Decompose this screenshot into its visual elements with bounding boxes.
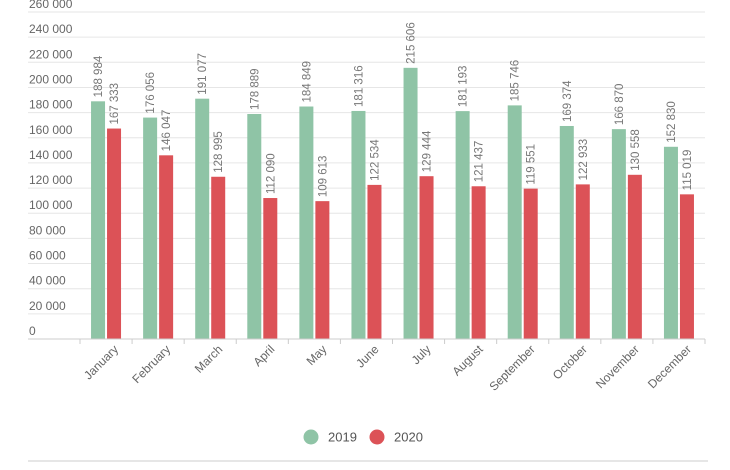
y-tick-label: 60 000 <box>29 249 66 263</box>
grid-lines <box>28 11 705 340</box>
data-label: 128 995 <box>213 131 225 173</box>
legend-marker-2020[interactable] <box>369 429 385 445</box>
bar-2020-february <box>159 155 174 339</box>
x-axis <box>28 338 706 344</box>
bar-2020-january <box>107 128 122 339</box>
data-label: 122 534 <box>369 139 381 181</box>
y-tick-label: 40 000 <box>29 274 66 288</box>
y-tick-label: 240 000 <box>29 22 73 36</box>
bar-2019-december <box>663 146 678 339</box>
y-tick-label: 140 000 <box>29 148 73 162</box>
data-label: 115 019 <box>682 150 694 191</box>
bar-2020-april <box>263 198 278 339</box>
data-label: 176 056 <box>145 72 157 114</box>
data-label: 121 437 <box>474 141 486 183</box>
bar-2019-january <box>91 101 106 339</box>
bar-2019-november <box>611 129 626 339</box>
data-label: 215 606 <box>406 22 418 64</box>
y-tick-label: 160 000 <box>29 123 73 137</box>
bar-2019-february <box>143 117 158 340</box>
data-label: 112 090 <box>265 153 277 194</box>
x-tick-label: December <box>645 342 694 391</box>
bar-2019-september <box>507 105 522 339</box>
data-label: 178 889 <box>249 68 261 110</box>
bar-2020-december <box>679 194 694 339</box>
bar-2020-october <box>575 184 590 339</box>
bar-2019-may <box>299 106 314 339</box>
y-tick-label: 180 000 <box>29 98 73 112</box>
bar-2020-november <box>627 174 642 339</box>
bar-2020-may <box>315 201 330 339</box>
y-tick-label: 200 000 <box>29 72 73 86</box>
x-tick-label: January <box>81 342 121 382</box>
bar-2019-july <box>403 67 418 340</box>
bar-2020-march <box>211 176 226 339</box>
legend: 2019 2020 <box>28 429 708 462</box>
y-tick-label: 120 000 <box>29 173 73 187</box>
x-tick-label: May <box>304 342 330 368</box>
x-tick-label: September <box>486 342 537 393</box>
data-label: 181 193 <box>458 66 470 108</box>
data-label: 167 333 <box>109 83 121 125</box>
bar-2020-september <box>523 188 538 339</box>
legend-marker-2019[interactable] <box>303 429 319 445</box>
data-label: 122 933 <box>578 139 590 181</box>
x-tick-label: March <box>192 342 225 375</box>
y-tick-label: 80 000 <box>29 223 66 237</box>
data-label: 130 558 <box>630 129 642 171</box>
data-labels: 188 984 167 333 176 056 146 047 191 077 128 9… <box>93 22 694 197</box>
data-label: 166 870 <box>614 84 626 126</box>
data-label: 181 316 <box>353 65 365 107</box>
x-tick-label: November <box>593 342 642 391</box>
data-label: 191 077 <box>197 53 209 95</box>
data-label: 129 444 <box>422 130 434 172</box>
y-axis-ticks: 0 20 000 40 000 60 000 80 000 100 000 120 000 1… <box>29 0 73 338</box>
bar-2019-august <box>455 111 470 339</box>
data-label: 109 613 <box>317 156 329 198</box>
x-tick-label: July <box>409 342 434 367</box>
bars <box>91 67 694 340</box>
y-tick-label: 220 000 <box>29 47 73 61</box>
data-label: 169 374 <box>562 80 574 122</box>
x-tick-label: October <box>550 342 590 382</box>
data-label: 152 830 <box>666 101 678 143</box>
bar-2019-june <box>351 110 366 339</box>
legend-label-2019[interactable]: 2019 <box>328 430 357 445</box>
y-tick-label: 100 000 <box>29 198 73 212</box>
data-label: 188 984 <box>93 55 105 97</box>
bar-2020-june <box>367 184 382 339</box>
legend-label-2020[interactable]: 2020 <box>394 430 423 445</box>
x-tick-label: August <box>449 342 486 379</box>
bar-2019-march <box>195 98 210 339</box>
data-label: 185 746 <box>510 60 522 102</box>
data-label: 146 047 <box>161 110 173 152</box>
bar-2019-october <box>559 125 574 340</box>
y-tick-label: 20 000 <box>29 299 66 313</box>
x-tick-label: June <box>353 342 382 371</box>
data-label: 184 849 <box>301 61 313 103</box>
x-tick-label: February <box>129 342 173 386</box>
bar-2020-august <box>471 186 486 339</box>
y-tick-label: 0 <box>29 324 36 338</box>
x-axis-ticks: January February March April May June July Augu… <box>81 342 694 394</box>
data-label: 119 551 <box>526 144 538 185</box>
x-tick-label: April <box>251 342 278 369</box>
y-tick-label: 260 000 <box>29 0 73 11</box>
bar-2020-july <box>419 176 434 339</box>
bar-2019-april <box>247 114 262 339</box>
